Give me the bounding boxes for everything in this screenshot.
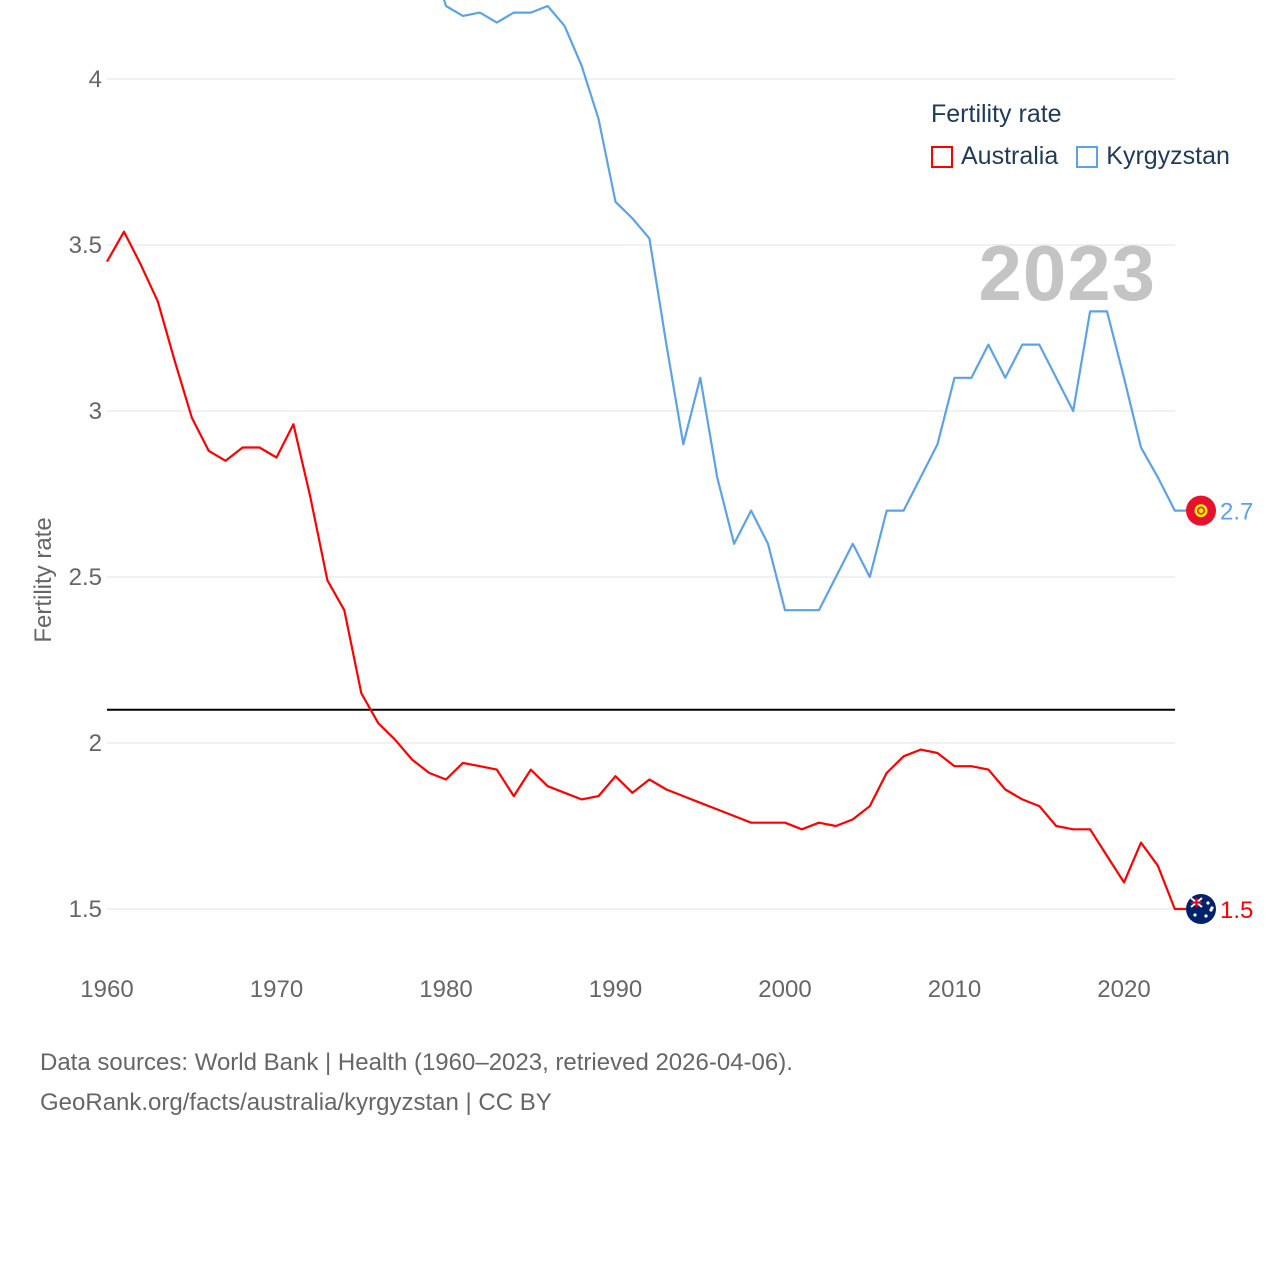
x-tick-label: 2000 bbox=[758, 976, 811, 1003]
end-markers: 1.5 2.7 bbox=[1186, 495, 1253, 924]
x-tick-label: 2010 bbox=[928, 976, 981, 1003]
y-tick-label: 2.5 bbox=[69, 564, 102, 591]
flag-australia-star-3 bbox=[1193, 913, 1197, 917]
y-tick-label: 1.5 bbox=[69, 896, 102, 923]
end-label-kyrgyzstan: 2.7 bbox=[1220, 499, 1253, 526]
x-tick-label: 1970 bbox=[250, 976, 303, 1003]
flag-australia-icon bbox=[1186, 894, 1216, 924]
legend-title: Fertility rate bbox=[931, 100, 1062, 128]
flag-australia-star-4 bbox=[1210, 906, 1214, 910]
end-label-australia: 1.5 bbox=[1220, 897, 1253, 924]
series-line-australia bbox=[106, 230, 1186, 911]
x-axis-ticks: 1960 1970 1980 1990 2000 2010 2020 bbox=[80, 976, 1150, 1003]
y-tick-label: 4 bbox=[89, 66, 102, 93]
flag-kyrgyzstan-icon bbox=[1186, 495, 1216, 526]
series-line-kyrgyzstan bbox=[442, 0, 1186, 612]
x-tick-label: 1980 bbox=[419, 976, 472, 1003]
legend: Australia Kyrgyzstan bbox=[931, 142, 1248, 171]
year-label: 2023 bbox=[978, 229, 1156, 317]
y-tick-label: 3 bbox=[89, 398, 102, 425]
grid-lines bbox=[107, 78, 1175, 910]
legend-swatch-australia bbox=[931, 145, 953, 168]
series-lines bbox=[106, 0, 1186, 911]
x-tick-label: 1960 bbox=[80, 976, 133, 1003]
legend-item-kyrgyzstan[interactable]: Kyrgyzstan bbox=[1076, 142, 1230, 171]
legend-label-australia: Australia bbox=[961, 142, 1059, 170]
flag-kyrgyzstan-sun-core bbox=[1198, 508, 1204, 514]
x-tick-label: 1990 bbox=[589, 976, 642, 1003]
legend-item-australia[interactable]: Australia bbox=[931, 142, 1058, 171]
flag-australia-star-0 bbox=[1206, 901, 1210, 905]
legend-label-kyrgyzstan: Kyrgyzstan bbox=[1106, 142, 1230, 170]
y-axis-label: Fertility rate bbox=[30, 517, 57, 642]
source-note: Data sources: World Bank | Health (1960–… bbox=[40, 1043, 793, 1123]
x-tick-label: 2020 bbox=[1097, 976, 1150, 1003]
y-axis-ticks: 1.522.533.544.555.5 bbox=[69, 66, 102, 923]
legend-swatch-kyrgyzstan bbox=[1076, 145, 1099, 168]
y-tick-label: 2 bbox=[89, 730, 102, 757]
source-line-1: Data sources: World Bank | Health (1960–… bbox=[40, 1049, 793, 1076]
source-line-2[interactable]: GeoRank.org/facts/australia/kyrgyzstan |… bbox=[40, 1089, 552, 1116]
y-tick-label: 3.5 bbox=[69, 232, 102, 259]
flag-australia-star-2 bbox=[1204, 914, 1208, 918]
